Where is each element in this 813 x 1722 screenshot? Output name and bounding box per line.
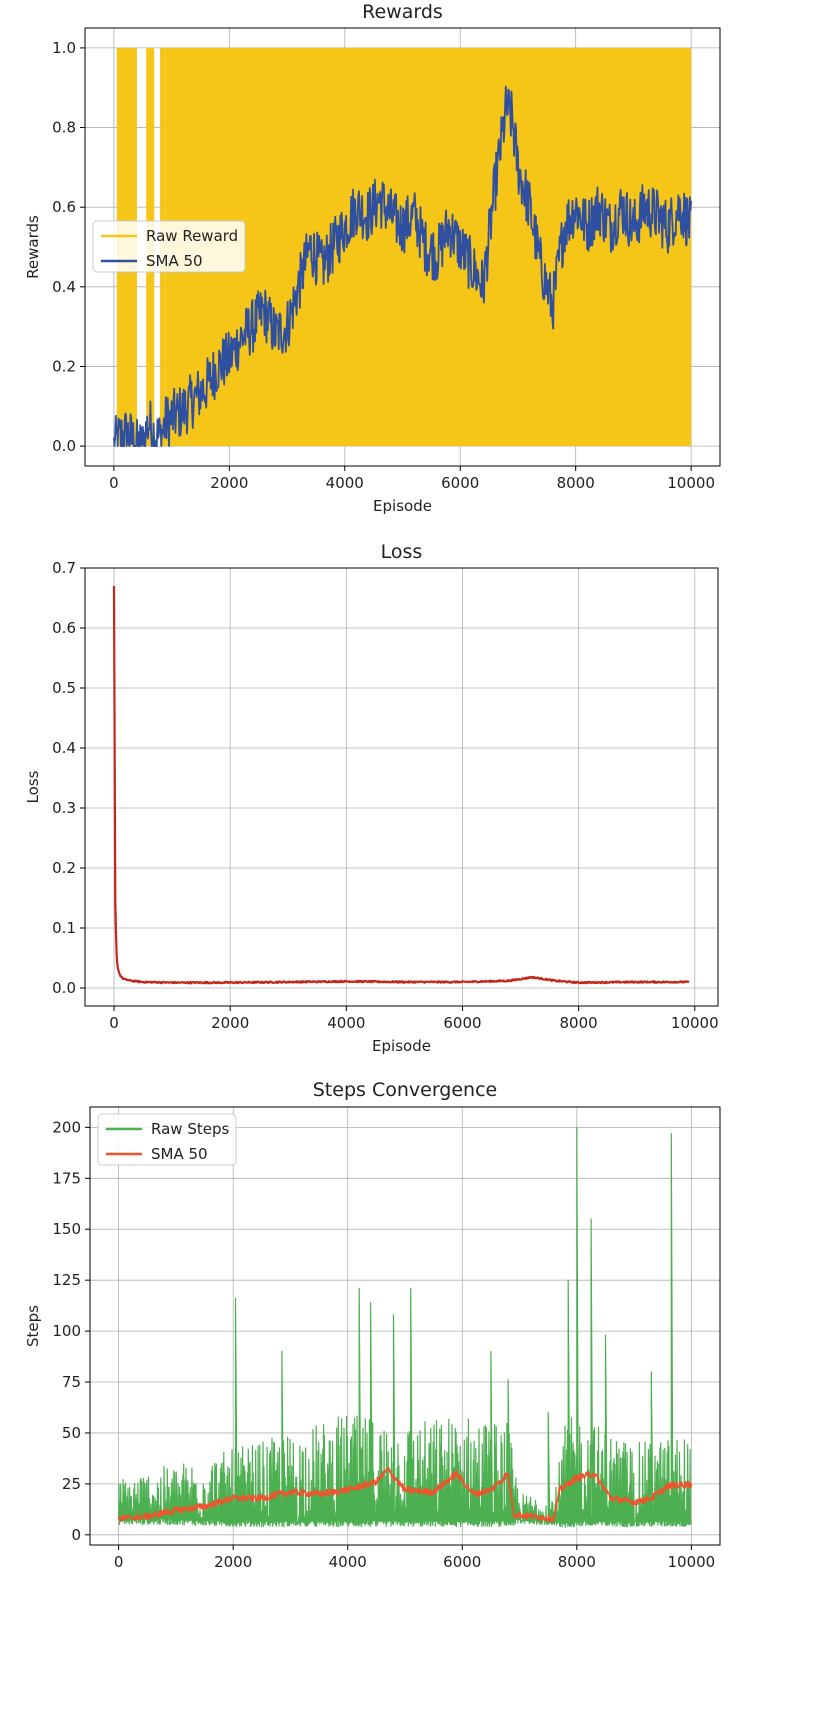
x-tick-label: 8000 <box>557 474 595 492</box>
x-axis: 0 2000 4000 6000 8000 10000 <box>109 466 715 492</box>
x-tick-label: 10000 <box>671 1014 719 1032</box>
chart-title: Rewards <box>362 1 443 23</box>
chart-panel-3: 0 2000 4000 6000 8000 10000 0 25 50 75 100 125 150 17… <box>24 1079 721 1571</box>
chart-title: Steps Convergence <box>313 1079 497 1101</box>
series-sma-50 <box>113 85 692 447</box>
x-tick-label: 0 <box>109 474 119 492</box>
series-raw-steps <box>118 1126 692 1528</box>
x-tick-label: 0 <box>109 1014 119 1032</box>
y-tick-label: 0.1 <box>52 919 76 937</box>
legend: Raw Steps SMA 50 <box>97 1113 237 1166</box>
y-tick-label: 1.0 <box>52 39 76 57</box>
legend-box <box>97 1113 237 1166</box>
legend: Raw Reward SMA 50 <box>92 220 246 273</box>
legend-label: Raw Steps <box>151 1120 229 1138</box>
y-tick-label: 0.2 <box>52 357 76 375</box>
x-tick-label: 0 <box>114 1553 124 1571</box>
x-tick-label: 8000 <box>558 1553 596 1571</box>
y-tick-label: 0.6 <box>52 198 76 216</box>
x-axis: 0 2000 4000 6000 8000 10000 <box>114 1545 715 1571</box>
x-axis-label: Episode <box>373 497 432 515</box>
y-tick-label: 50 <box>62 1424 81 1442</box>
legend-box <box>92 220 246 273</box>
y-tick-label: 125 <box>52 1271 81 1289</box>
y-tick-label: 75 <box>62 1373 81 1391</box>
x-tick-label: 6000 <box>443 1014 481 1032</box>
x-axis-label: Episode <box>372 1037 431 1055</box>
x-tick-label: 10000 <box>667 474 715 492</box>
legend-label: SMA 50 <box>151 1145 208 1163</box>
y-tick-label: 0.4 <box>52 739 76 757</box>
y-axis-label: Loss <box>24 770 42 803</box>
x-tick-label: 4000 <box>329 1553 367 1571</box>
y-tick-label: 0.4 <box>52 278 76 296</box>
x-tick-label: 6000 <box>441 474 479 492</box>
legend-label: Raw Reward <box>146 227 238 245</box>
x-tick-label: 2000 <box>210 474 248 492</box>
x-tick-label: 8000 <box>560 1014 598 1032</box>
y-tick-label: 0.7 <box>52 559 76 577</box>
x-tick-label: 6000 <box>443 1553 481 1571</box>
y-axis-label: Steps <box>24 1305 42 1347</box>
chart-panel-2: 0 2000 4000 6000 8000 10000 0.0 0.1 0.2 0.3 0.4 0.5… <box>24 541 719 1055</box>
x-axis: 0 2000 4000 6000 8000 10000 <box>109 1006 719 1032</box>
y-tick-label: 175 <box>52 1169 81 1187</box>
y-tick-label: 0.6 <box>52 619 76 637</box>
plot-area <box>117 1126 693 1528</box>
axes-frame <box>84 27 721 467</box>
raw-reward-band <box>165 47 692 447</box>
y-tick-label: 0.5 <box>52 679 76 697</box>
legend-label: SMA 50 <box>146 252 203 270</box>
series-loss <box>112 585 690 985</box>
y-tick-label: 0 <box>71 1526 81 1544</box>
series-sma-50 <box>117 1467 693 1523</box>
x-tick-label: 4000 <box>327 1014 365 1032</box>
axes-frame <box>89 1106 721 1546</box>
y-tick-label: 25 <box>62 1475 81 1493</box>
x-tick-label: 4000 <box>326 474 364 492</box>
y-tick-label: 100 <box>52 1322 81 1340</box>
chart-panel-1: 0 2000 4000 6000 8000 10000 0.0 0.2 0.4 0.6 0.8 1.0… <box>24 1 721 515</box>
y-tick-label: 0.8 <box>52 119 76 137</box>
y-axis: 0 25 50 75 100 125 150 175 200 <box>52 1118 90 1544</box>
y-tick-label: 0.3 <box>52 799 76 817</box>
x-tick-label: 2000 <box>211 1014 249 1032</box>
y-axis-label: Rewards <box>24 215 42 279</box>
x-tick-label: 10000 <box>668 1553 716 1571</box>
chart-title: Loss <box>381 541 423 563</box>
plot-area <box>112 585 690 985</box>
axes-frame <box>84 567 719 1007</box>
y-tick-label: 150 <box>52 1220 81 1238</box>
grid <box>85 567 718 1006</box>
y-tick-label: 200 <box>52 1118 81 1136</box>
y-tick-label: 0.0 <box>52 979 76 997</box>
y-axis: 0.0 0.1 0.2 0.3 0.4 0.5 0.6 0.7 <box>52 559 85 997</box>
y-axis: 0.0 0.2 0.4 0.6 0.8 1.0 <box>52 39 85 455</box>
x-tick-label: 2000 <box>214 1553 252 1571</box>
y-tick-label: 0.0 <box>52 437 76 455</box>
y-tick-label: 0.2 <box>52 859 76 877</box>
